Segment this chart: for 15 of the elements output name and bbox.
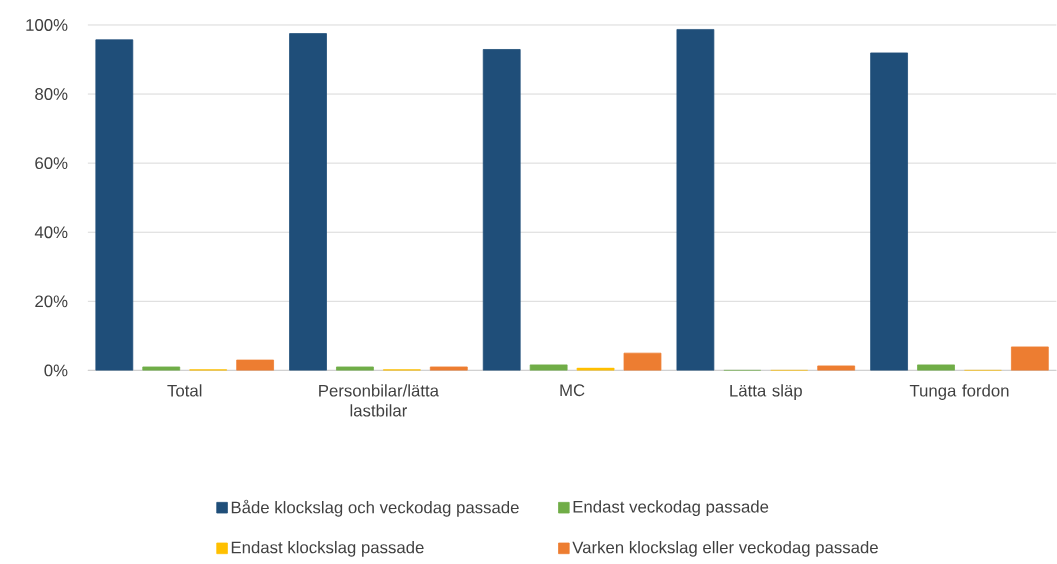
y-tick-label: 60% [35, 157, 68, 170]
legend-label: Både klockslag och veckodag passade [231, 499, 519, 517]
y-tick-label: 40% [34, 226, 68, 239]
x-tick-label: Lätta släp [730, 384, 802, 400]
y-tick-label: 100% [26, 18, 68, 31]
y-tick-label: 80% [35, 88, 68, 100]
legend-label: Endast klockslag passade [231, 540, 424, 557]
y-tick-label: 0% [44, 364, 68, 377]
legend-label: Varken klockslag eller veckodag passade [572, 540, 878, 557]
x-tick-label: MC [560, 384, 585, 397]
y-tick-label: 20% [35, 295, 68, 308]
x-tick-label: Total [167, 384, 202, 397]
x-tick-label: Tunga fordon [909, 384, 1009, 400]
x-tick-label: Personbilar/lätta lastbilar [319, 384, 439, 417]
legend-label: Endast veckodag passade [573, 500, 769, 516]
